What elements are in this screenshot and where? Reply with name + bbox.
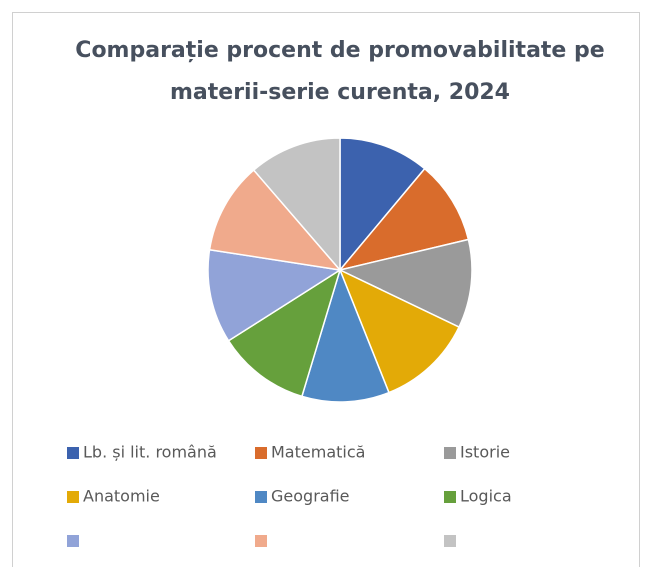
pie-slice	[208, 169, 342, 272]
legend-label: Lb. și lit. română	[83, 443, 217, 462]
legend-label: Matematică	[271, 443, 365, 462]
legend-swatch	[444, 447, 456, 459]
pie-slice	[338, 268, 461, 394]
legend-swatch	[67, 491, 79, 503]
legend-swatch	[255, 447, 267, 459]
legend-swatch	[255, 535, 267, 547]
pie-slice	[337, 238, 473, 329]
legend-label: Anatomie	[83, 487, 160, 506]
pie-slice	[337, 167, 470, 272]
legend-label: Logica	[460, 487, 512, 506]
legend-swatch	[255, 491, 267, 503]
pie-slice	[339, 137, 426, 273]
legend-label: Istorie	[460, 443, 510, 462]
chart-frame	[12, 12, 640, 567]
legend-swatch	[444, 491, 456, 503]
legend-swatch	[67, 535, 79, 547]
chart-title: Comparație procent de promovabilitate pe…	[75, 38, 605, 105]
pie-slice	[227, 268, 342, 398]
legend-swatch	[67, 447, 79, 459]
pie-slice	[300, 267, 390, 403]
pie-slice	[252, 137, 341, 273]
legend-swatch	[444, 535, 456, 547]
legend-label: Geografie	[271, 487, 350, 506]
pie-slice	[207, 248, 343, 342]
